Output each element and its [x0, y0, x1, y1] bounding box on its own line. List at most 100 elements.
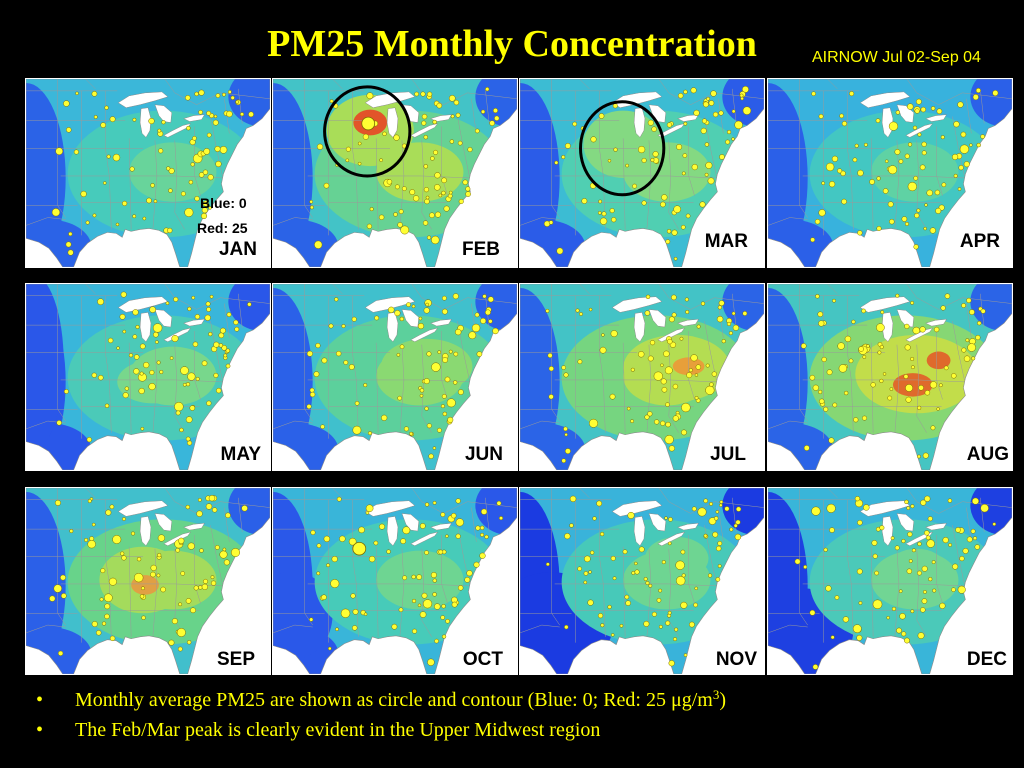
monitor-site-marker [482, 294, 487, 299]
monitor-site-marker [940, 305, 946, 311]
monitor-site-marker [661, 194, 668, 201]
great-lake [139, 107, 152, 138]
monitor-site-marker [674, 627, 679, 632]
monitor-site-marker [649, 340, 656, 346]
monitor-site-marker [75, 91, 79, 96]
monitor-site-marker [895, 293, 900, 298]
ocean-mask [26, 488, 270, 674]
monitor-site-marker [214, 145, 221, 152]
monitor-site-marker [685, 309, 690, 315]
monitor-site-marker [810, 237, 816, 243]
state-boundary [668, 344, 679, 433]
state-boundary [579, 79, 590, 90]
state-boundary [332, 488, 343, 498]
monitor-site-marker [848, 358, 854, 364]
monitor-site-marker [906, 568, 913, 574]
coastline [768, 488, 1012, 674]
state-boundary [551, 284, 560, 422]
monitor-site-marker [667, 541, 672, 546]
monitor-site-marker [815, 294, 820, 299]
monitor-site-marker [668, 660, 675, 667]
state-boundary [520, 217, 560, 226]
monitor-site-marker [879, 378, 884, 384]
monitor-site-marker [980, 504, 989, 513]
monitor-site-marker [690, 354, 698, 362]
monitor-site-marker [230, 548, 240, 557]
monitor-site-marker [369, 207, 374, 212]
monitor-site-marker [101, 621, 107, 626]
monitor-site-marker [202, 578, 209, 584]
state-boundary [554, 583, 717, 587]
monitor-site-marker [665, 421, 671, 428]
monitor-site-marker [924, 530, 930, 536]
monitor-site-marker [492, 108, 499, 114]
monitor-site-marker [409, 431, 414, 436]
month-label: NOV [715, 649, 757, 670]
monitor-site-marker [204, 314, 211, 321]
monitor-site-marker [832, 402, 838, 408]
monitor-site-marker [660, 363, 664, 367]
state-boundary [688, 330, 695, 400]
monitor-site-marker [112, 153, 121, 162]
monitor-site-marker [136, 556, 142, 562]
monitor-site-marker [951, 153, 959, 161]
monitor-site-marker [972, 536, 978, 541]
monitor-site-marker [705, 363, 710, 368]
monitor-site-marker [350, 593, 356, 599]
monitor-site-marker [694, 586, 698, 591]
monitor-site-marker [93, 115, 98, 119]
monitor-site-marker [907, 531, 913, 537]
monitor-site-marker [488, 319, 493, 324]
monitor-site-marker [447, 416, 454, 423]
state-boundary [599, 90, 606, 230]
monitor-site-marker [357, 141, 362, 146]
low-concentration-contour [970, 488, 1012, 535]
monitor-site-marker [889, 387, 894, 391]
monitor-site-marker [388, 306, 395, 314]
pm25-contour-map [520, 79, 764, 267]
monitor-site-marker [734, 533, 742, 541]
monitor-site-marker [143, 361, 150, 369]
monitor-site-marker [109, 635, 116, 642]
state-boundary [210, 525, 223, 584]
monitor-site-marker [880, 310, 885, 315]
great-lake [633, 312, 646, 343]
state-boundary [952, 525, 965, 584]
monitor-site-marker [920, 607, 926, 613]
great-lake [117, 500, 169, 517]
monitor-site-marker [138, 387, 145, 395]
monitor-site-marker [422, 599, 433, 609]
great-lake [386, 107, 399, 138]
monitor-site-marker [707, 177, 715, 185]
monitor-site-marker [330, 579, 340, 588]
monitor-site-marker [436, 102, 443, 109]
monitor-site-marker [98, 374, 104, 381]
state-boundary [966, 98, 972, 134]
monitor-site-marker [907, 181, 917, 192]
monitor-site-marker [87, 499, 92, 504]
state-boundary [688, 534, 695, 604]
monitor-site-marker [626, 406, 631, 411]
monitor-site-marker [811, 506, 821, 516]
great-lake [410, 123, 439, 138]
monitor-site-marker [681, 171, 686, 176]
monitor-site-marker [719, 500, 724, 504]
monitor-site-marker [924, 203, 928, 207]
monitor-site-marker [400, 225, 410, 235]
monitor-site-marker [378, 523, 386, 530]
monitor-site-marker [103, 181, 107, 185]
monitor-site-marker [424, 502, 430, 507]
monitor-site-marker [441, 393, 447, 399]
monitor-site-marker [366, 223, 373, 229]
monitor-site-marker [708, 100, 715, 106]
state-boundary [799, 488, 808, 626]
monitor-site-marker [457, 585, 464, 591]
low-concentration-contour [970, 284, 1012, 331]
monitor-site-marker [651, 126, 657, 132]
state-boundary [164, 284, 175, 298]
monitor-site-marker [467, 147, 473, 153]
monitor-site-marker [953, 173, 958, 178]
monitor-site-marker [434, 211, 441, 218]
monitor-site-marker [825, 162, 835, 172]
monitor-site-marker [596, 500, 603, 507]
